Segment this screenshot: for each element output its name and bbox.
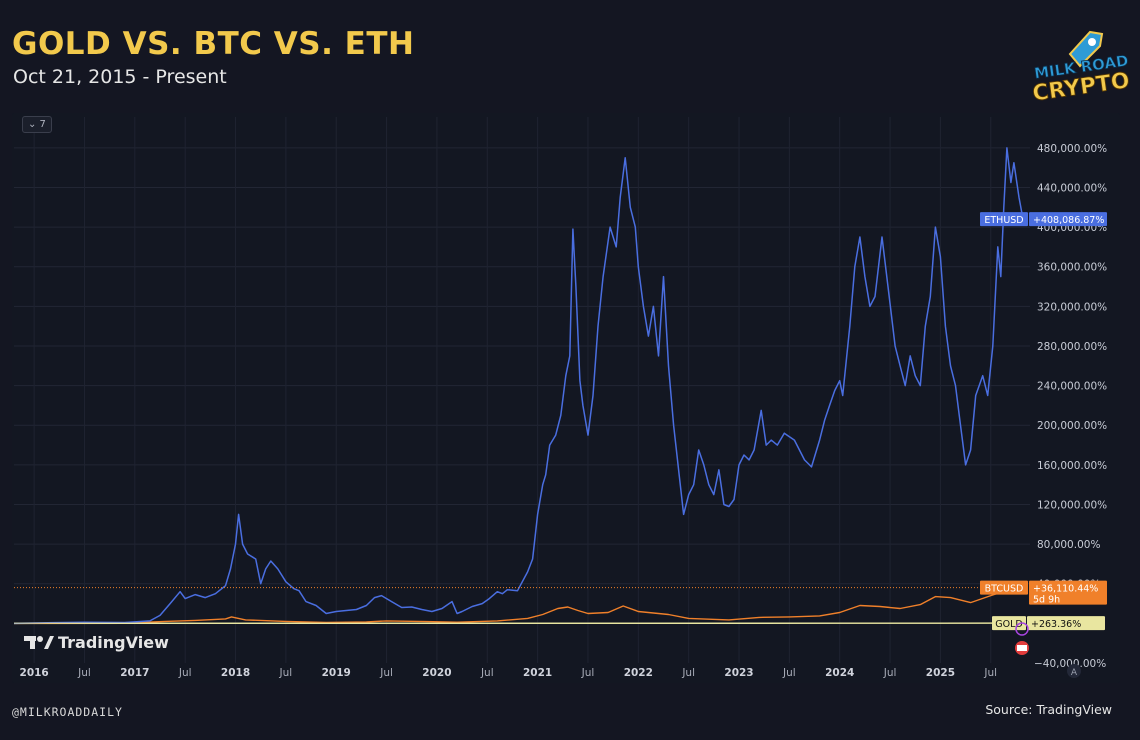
price-label-symbol: BTCUSD [985,584,1024,595]
series-line-ethusd [13,147,1024,625]
tradingview-brand: TradingView [58,633,169,652]
alert-flag-icons[interactable] [1015,622,1029,655]
footer-handle: @MILKROADDAILY [12,705,123,719]
x-tick-label: Jul [279,667,293,679]
y-tick-label: 160,000.00% [1037,460,1107,472]
x-tick-label: 2024 [825,667,854,679]
y-tick-label: 280,000.00% [1037,341,1107,353]
tradingview-logo-icon [24,636,54,649]
y-tick-label: −40,000.00% [1034,658,1106,670]
x-tick-label: Jul [379,667,393,679]
x-tick-label: 2020 [422,667,451,679]
price-label-symbol: GOLD [995,619,1022,630]
x-tick-label: Jul [178,667,192,679]
chart-title: GOLD VS. BTC VS. ETH [12,26,415,62]
series-line-btcusd [13,586,1024,625]
auto-scale-label: A [1071,668,1078,678]
y-tick-label: 440,000.00% [1037,182,1107,194]
y-tick-label: 240,000.00% [1037,381,1107,393]
price-label-value: +36,110.44% [1033,584,1098,595]
x-tick-label: Jul [581,667,595,679]
x-tick-label: Jul [77,667,91,679]
y-tick-label: 80,000.00% [1037,539,1100,551]
price-label-value: +263.36% [1031,619,1081,630]
chart-subtitle: Oct 21, 2015 - Present [13,66,227,88]
tradingview-watermark: TradingView [24,633,169,652]
price-labels: ETHUSD +408,086.87% BTCUSD +36,110.44%5d 9h… [14,212,1107,655]
x-tick-label: 2025 [926,667,955,679]
y-tick-label: 480,000.00% [1037,143,1107,155]
grid-lines [14,117,1030,663]
price-label-btcusd: BTCUSD +36,110.44%5d 9h [980,580,1107,606]
y-tick-label: 200,000.00% [1037,420,1107,432]
milk-road-crypto-logo: MILK ROAD CRYPTO [1031,30,1132,102]
rocket-icon [1065,30,1104,69]
price-label-ethusd: ETHUSD +408,086.87% [980,212,1107,227]
x-tick-label: Jul [480,667,494,679]
x-tick-label: Jul [681,667,695,679]
x-tick-label: 2023 [724,667,753,679]
x-tick-label: Jul [983,667,997,679]
price-label-value: +408,086.87% [1033,215,1104,226]
x-tick-label: 2016 [20,667,49,679]
y-tick-label: 120,000.00% [1037,499,1107,511]
x-tick-label: 2018 [221,667,250,679]
footer-source: Source: TradingView [985,702,1112,717]
x-tick-label: Jul [782,667,796,679]
x-tick-label: 2017 [120,667,149,679]
auto-scale-button[interactable] [1067,664,1081,678]
y-tick-label: 360,000.00% [1037,262,1107,274]
x-tick-label: 2021 [523,667,552,679]
price-label-symbol: ETHUSD [984,215,1023,226]
x-tick-label: 2022 [624,667,653,679]
collapse-indicators-button[interactable]: ⌄ 7 [22,116,52,133]
x-tick-label: 2019 [322,667,351,679]
price-label-countdown: 5d 9h [1033,595,1060,606]
y-tick-label: 320,000.00% [1037,301,1107,313]
x-tick-label: Jul [883,667,897,679]
price-label-gold: GOLD +263.36% [992,616,1105,631]
x-axis-labels: 2016 Jul 2017 Jul 2018 Jul 2019 Jul 2020 Jul 2021 J… [20,664,1081,679]
